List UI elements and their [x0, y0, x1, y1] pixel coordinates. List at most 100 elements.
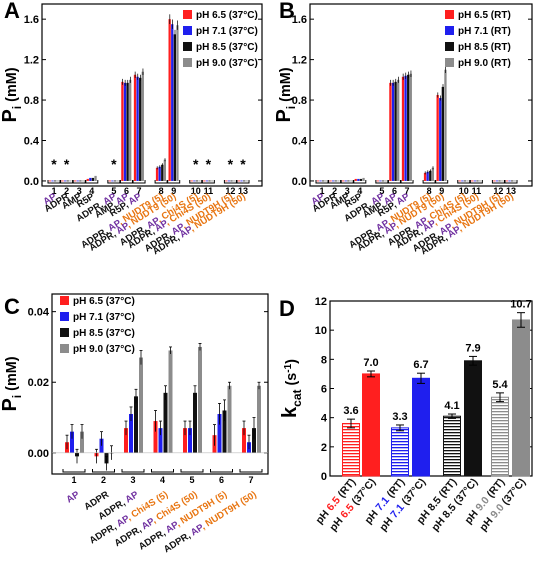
- bar: [81, 180, 85, 182]
- bar: [163, 159, 166, 181]
- value-label: 4.1: [444, 400, 459, 412]
- bar: [384, 180, 387, 182]
- value-label: 7.9: [465, 342, 480, 354]
- category-number: 13: [506, 186, 516, 196]
- bar: [359, 178, 363, 181]
- y-tick-label: 0.4: [24, 136, 40, 148]
- bar: [476, 180, 479, 182]
- bar: [61, 180, 64, 182]
- legend-label: pH 8.5 (37°C): [196, 42, 258, 53]
- bar: [74, 180, 77, 182]
- category-number: 5: [189, 475, 194, 485]
- category-bracket: [236, 180, 250, 184]
- bar: [123, 82, 127, 181]
- y-axis-label: Pi (mM): [0, 67, 24, 122]
- legend-swatch: [445, 42, 454, 51]
- y-label-sub: i: [10, 395, 24, 398]
- y-tick-label: 0: [321, 471, 327, 483]
- category-bracket: [340, 180, 354, 184]
- plot-frame: [309, 3, 533, 187]
- legend-swatch: [445, 58, 454, 67]
- category-number: 10: [459, 186, 469, 196]
- bar: [379, 180, 382, 182]
- y-tick-label: 0.02: [28, 377, 49, 389]
- category-bracket: [353, 180, 367, 184]
- bar: [168, 350, 173, 453]
- category-bracket: [92, 469, 115, 473]
- kcat-bar: [443, 415, 461, 477]
- category-number: 1: [51, 186, 56, 196]
- bar: [493, 180, 496, 182]
- category-bracket: [491, 180, 505, 184]
- y-tick-label: 1.6: [292, 14, 307, 26]
- y-label-main: P: [0, 398, 21, 411]
- y-label-close: ): [284, 359, 300, 364]
- x-category-label: AP: [65, 489, 83, 506]
- category-bracket: [328, 180, 342, 184]
- category-bracket: [504, 180, 518, 184]
- bar: [337, 180, 340, 182]
- legend-swatch: [183, 10, 192, 19]
- category-number: 3: [345, 186, 350, 196]
- bar: [473, 180, 477, 182]
- bar: [64, 180, 67, 182]
- category-number: 11: [204, 186, 214, 196]
- legend-label: pH 9.0 (37°C): [196, 58, 258, 69]
- legend-swatch: [60, 312, 69, 321]
- bar: [243, 180, 246, 182]
- category-number: 5: [111, 186, 116, 196]
- bar: [108, 180, 111, 182]
- category-number: 6: [392, 186, 397, 196]
- bar: [334, 180, 337, 182]
- significance-asterisk: *: [64, 156, 70, 172]
- bar: [139, 357, 143, 453]
- y-label-main: k: [279, 406, 301, 418]
- category-number: 12: [225, 186, 235, 196]
- panel-letter: A: [4, 0, 20, 23]
- y-tick-label: 2: [321, 442, 327, 454]
- legend-swatch: [60, 344, 69, 353]
- value-label: 6.7: [413, 359, 428, 371]
- bar: [54, 180, 57, 182]
- category-bracket: [107, 180, 121, 184]
- bar: [407, 74, 410, 181]
- y-tick-label: 0.04: [28, 307, 50, 319]
- category-number: 4: [357, 186, 362, 196]
- y-tick-label: 1.6: [24, 14, 39, 26]
- category-bracket: [60, 180, 74, 184]
- bar: [362, 177, 365, 181]
- bar: [508, 180, 511, 182]
- category-number: 7: [405, 186, 410, 196]
- bar: [230, 180, 233, 182]
- bar: [344, 180, 347, 182]
- bar: [134, 396, 138, 453]
- y-label-unit: (s: [284, 373, 300, 390]
- bar: [70, 431, 74, 453]
- y-tick-label: 0.00: [28, 448, 49, 460]
- category-number: 9: [439, 186, 444, 196]
- y-label-unit: (mM): [4, 67, 20, 106]
- bar: [513, 180, 516, 182]
- category-number: 7: [137, 186, 142, 196]
- bar: [208, 180, 211, 182]
- legend-swatch: [445, 26, 454, 35]
- category-number: 10: [191, 186, 201, 196]
- value-label: 5.4: [492, 379, 508, 391]
- bar: [116, 180, 119, 182]
- category-number: 3: [77, 186, 82, 196]
- category-bracket: [457, 180, 471, 184]
- kcat-bar: [342, 423, 360, 477]
- bar: [431, 167, 434, 181]
- category-bracket: [201, 180, 215, 184]
- y-tick-label: 8: [321, 354, 327, 366]
- bar: [423, 172, 427, 181]
- bar: [80, 431, 84, 453]
- y-tick-label: 6: [321, 384, 327, 396]
- bar: [198, 180, 201, 182]
- category-bracket: [72, 180, 86, 184]
- bar: [463, 180, 467, 182]
- category-bracket: [167, 180, 181, 184]
- bar: [495, 180, 499, 182]
- kcat-bar: [512, 319, 530, 477]
- bar: [173, 34, 176, 181]
